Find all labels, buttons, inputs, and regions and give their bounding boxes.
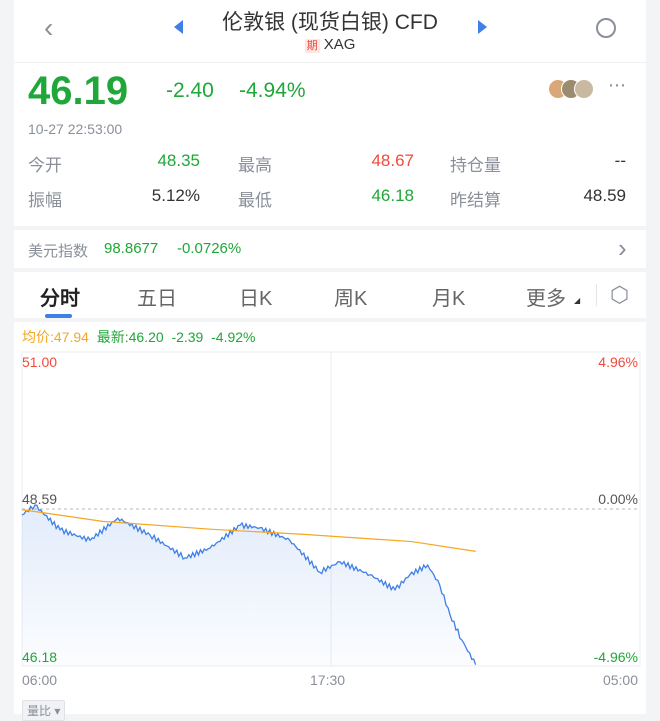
quote-time: 10-27 22:53:00 xyxy=(28,121,123,137)
tab-item[interactable]: 更多 xyxy=(526,288,566,310)
x-label-mid: 17:30 xyxy=(310,672,346,688)
y-label-bottom: 46.18 xyxy=(22,649,58,665)
pct-label-bottom: -4.96% xyxy=(593,649,638,665)
latest-pct-legend: -4.92% xyxy=(211,329,256,345)
stat-value: 46.18 xyxy=(371,186,414,205)
tab-divider xyxy=(596,284,597,306)
chart-settings-icon[interactable]: ⬡ xyxy=(610,282,630,307)
tab-item[interactable]: 月K xyxy=(432,288,466,310)
tab-item[interactable]: 周K xyxy=(334,288,368,310)
chart-tabs: 分时 五日 日K 周K 月K 更多 ◢ ⬡ xyxy=(14,272,646,318)
quote-panel: 46.19 -2.40 -4.94% ⋯ 10-27 22:53:00 今开 48… xyxy=(14,62,646,226)
pct-label-top: 4.96% xyxy=(598,354,638,370)
chart-legend: 均价:47.94 最新:46.20 -2.39 -4.92% xyxy=(22,327,256,347)
price-line xyxy=(21,504,477,665)
chevron-right-icon: › xyxy=(618,233,627,263)
average-price-line xyxy=(21,509,476,552)
stat-label: 今开 xyxy=(28,156,62,175)
x-label-end: 05:00 xyxy=(602,672,638,688)
header: ‹ 伦敦银 (现货白银) CFD 期 XAG xyxy=(14,0,646,62)
dxy-label: 美元指数 xyxy=(28,243,89,260)
stat-label: 振幅 xyxy=(28,191,62,210)
intraday-chart[interactable] xyxy=(14,322,646,714)
stat-value: 48.59 xyxy=(583,186,626,205)
x-label-start: 06:00 xyxy=(22,672,58,688)
stat-value: 48.35 xyxy=(157,151,200,170)
price-change-pct: -4.94% xyxy=(239,79,306,102)
stat-value: -- xyxy=(614,151,626,170)
y-label-top: 51.00 xyxy=(22,354,58,370)
more-dropdown-icon: ◢ xyxy=(574,296,581,305)
prev-instrument-icon[interactable] xyxy=(174,20,183,34)
more-icon[interactable]: ⋯ xyxy=(608,75,626,95)
chart-panel: 均价:47.94 最新:46.20 -2.39 -4.92% 51.00 48.… xyxy=(14,322,646,721)
volume-ratio-label: 量比 xyxy=(27,704,52,718)
search-icon[interactable] xyxy=(596,18,616,38)
avatar xyxy=(574,79,594,99)
last-price: 46.19 xyxy=(28,69,129,113)
symbol: XAG xyxy=(323,36,356,53)
symbol-row: 期 XAG xyxy=(14,36,646,53)
tab-item[interactable]: 日K xyxy=(239,288,273,310)
page-title: 伦敦银 (现货白银) CFD xyxy=(222,11,438,34)
futures-badge: 期 xyxy=(304,39,320,53)
stat-label: 最高 xyxy=(238,156,272,175)
price-change: -2.40 xyxy=(166,79,214,102)
y-label-mid: 48.59 xyxy=(22,491,58,507)
price-area xyxy=(22,505,476,666)
stat-value: 48.67 xyxy=(371,151,414,170)
stat-label: 持仓量 xyxy=(450,156,501,175)
latest-price-legend: 最新:46.20 xyxy=(96,329,164,345)
stat-label: 最低 xyxy=(238,191,272,210)
pct-label-mid: 0.00% xyxy=(598,491,638,507)
stat-value: 5.12% xyxy=(151,186,200,205)
stat-label: 昨结算 xyxy=(450,191,501,210)
back-button[interactable]: ‹ xyxy=(44,12,54,43)
volume-ratio-button[interactable]: 量比 ▾ xyxy=(22,700,66,721)
latest-change-legend: -2.39 xyxy=(171,329,204,345)
active-tab-indicator xyxy=(45,314,72,318)
dxy-value: 98.8677 xyxy=(104,240,159,257)
avg-price-legend: 均价:47.94 xyxy=(22,329,89,345)
next-instrument-icon[interactable] xyxy=(478,20,487,34)
dxy-change: -0.0726% xyxy=(177,240,242,257)
tab-item[interactable]: 分时 xyxy=(40,288,80,310)
tab-item[interactable]: 五日 xyxy=(137,288,177,310)
dollar-index-row[interactable]: 美元指数 98.8677 -0.0726% › xyxy=(14,230,646,268)
